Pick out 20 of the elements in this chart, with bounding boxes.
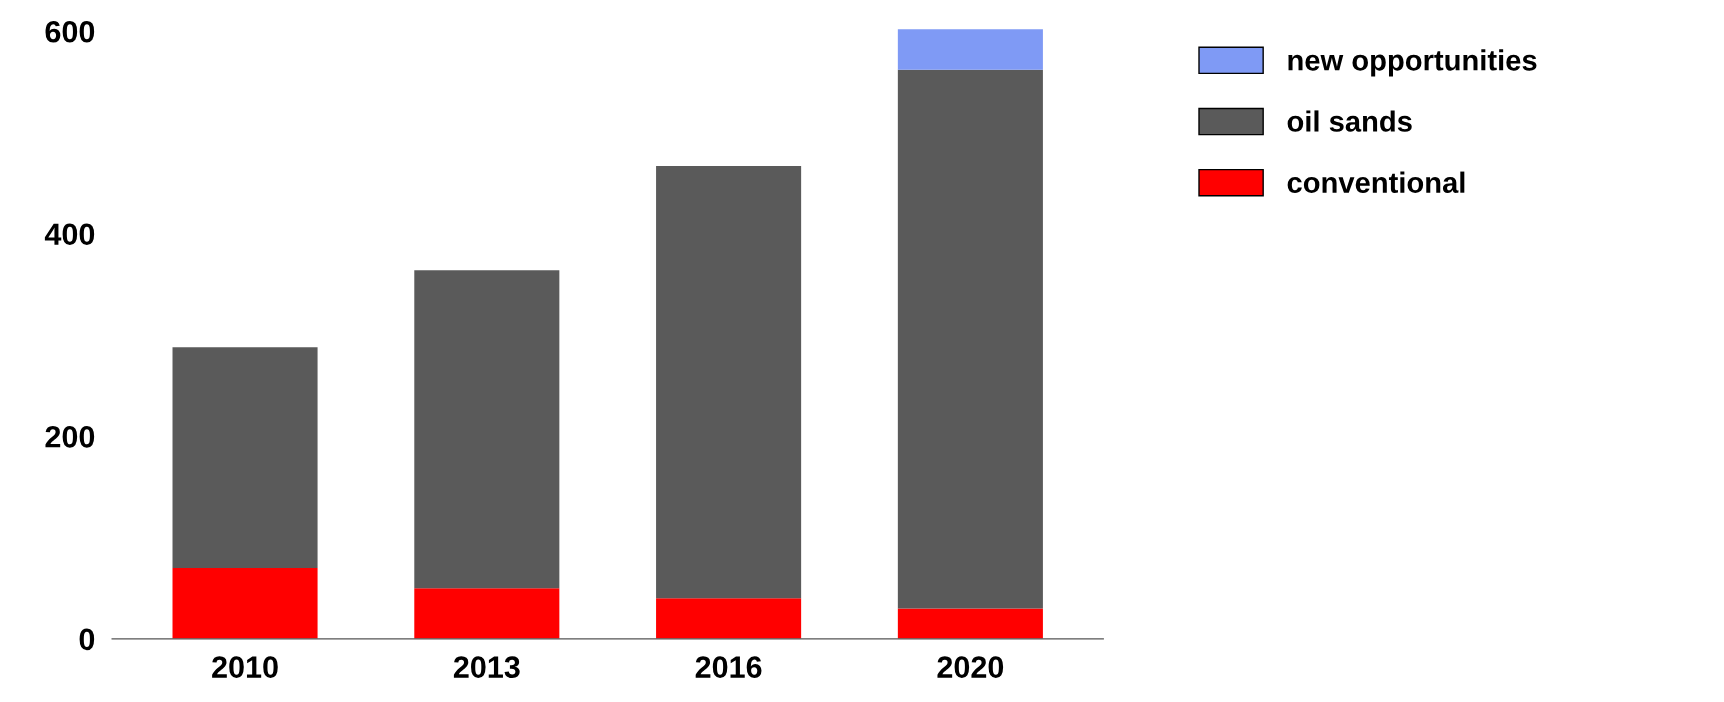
- bar: [897, 608, 1043, 639]
- y-tick-label: 600: [45, 20, 95, 43]
- bar: [172, 347, 318, 568]
- x-tick-label: 2020: [937, 656, 1004, 678]
- y-tick-label: 0: [79, 628, 95, 651]
- y-tick-label: 400: [44, 223, 95, 246]
- legend-label: conventional: [1287, 171, 1465, 193]
- bar: [656, 165, 802, 599]
- x-tick-label: 2016: [695, 656, 762, 678]
- bar: [897, 29, 1043, 70]
- bar: [656, 598, 802, 639]
- legend-label: new opportunities: [1288, 49, 1537, 77]
- bar: [172, 567, 318, 639]
- bar: [897, 69, 1043, 609]
- bar: [414, 588, 560, 639]
- bar: [414, 270, 560, 589]
- x-tick-label: 2013: [453, 656, 520, 678]
- y-tick-label: 200: [45, 426, 95, 448]
- legend-label: oil sands: [1287, 110, 1412, 132]
- x-tick-label: 2010: [212, 656, 278, 678]
